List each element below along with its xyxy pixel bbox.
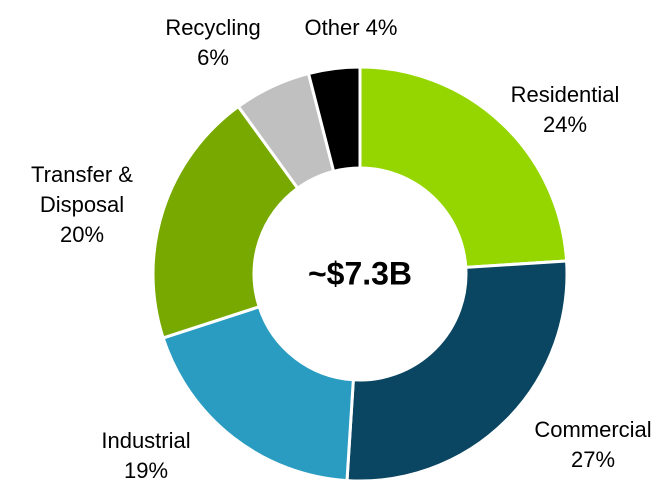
donut-slice (345, 259, 569, 483)
slice-label: Recycling 6% (165, 13, 260, 73)
slice-value: 27% (570, 447, 616, 472)
center-label: ~$7.3B (308, 255, 412, 291)
slice-value: 4% (365, 15, 398, 40)
slice-label: Other 4% (305, 13, 398, 43)
slice-name: Industrial (101, 428, 191, 453)
slice-value: 20% (59, 222, 105, 247)
slice-name: Transfer & Disposal (31, 162, 133, 217)
slice-label: Transfer & Disposal 20% (17, 160, 147, 250)
donut-slice (358, 65, 569, 269)
donut-slice (151, 104, 300, 340)
slice-label: Industrial 19% (101, 426, 190, 486)
slice-value: 6% (197, 45, 229, 70)
donut-slice (161, 304, 355, 483)
slice-value: 24% (542, 112, 588, 137)
slice-value: 19% (123, 458, 169, 483)
slice-name: Residential (510, 82, 620, 107)
slice-name: Recycling (165, 15, 261, 40)
donut-slice (306, 65, 362, 174)
slice-label: Residential 24% (511, 80, 620, 140)
slice-name: Commercial (534, 417, 652, 442)
slice-name: Other (304, 15, 360, 40)
slice-label: Commercial 27% (534, 415, 651, 475)
